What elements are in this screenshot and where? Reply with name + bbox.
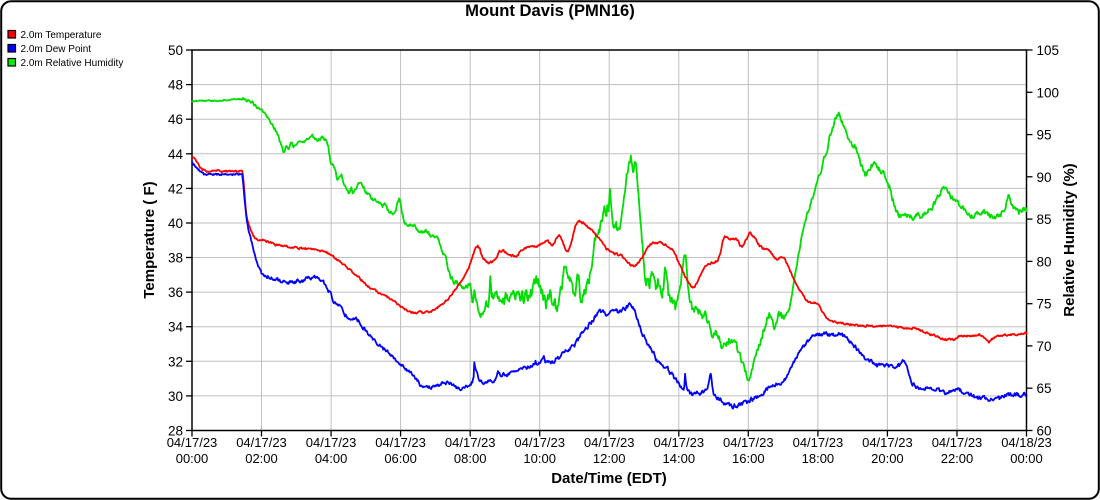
svg-text:20:00: 20:00 xyxy=(871,451,904,466)
svg-text:06:00: 06:00 xyxy=(384,451,417,466)
svg-text:Date/Time (EDT): Date/Time (EDT) xyxy=(551,470,667,487)
svg-text:30: 30 xyxy=(168,389,183,404)
svg-text:18:00: 18:00 xyxy=(802,451,835,466)
svg-text:08:00: 08:00 xyxy=(454,451,487,466)
svg-text:2.0m Temperature: 2.0m Temperature xyxy=(21,30,102,41)
svg-text:28: 28 xyxy=(168,424,183,439)
svg-text:2.0m Dew Point: 2.0m Dew Point xyxy=(21,44,92,55)
svg-text:70: 70 xyxy=(1037,339,1052,354)
svg-text:00:00: 00:00 xyxy=(1010,451,1043,466)
svg-text:04:00: 04:00 xyxy=(315,451,348,466)
svg-text:04/17/23: 04/17/23 xyxy=(793,435,844,450)
svg-text:04/17/23: 04/17/23 xyxy=(514,435,565,450)
svg-text:85: 85 xyxy=(1037,212,1052,227)
svg-text:04/17/23: 04/17/23 xyxy=(932,435,983,450)
svg-text:04/18/23: 04/18/23 xyxy=(1001,435,1052,450)
svg-text:50: 50 xyxy=(168,43,183,58)
svg-text:100: 100 xyxy=(1037,85,1060,100)
svg-text:10:00: 10:00 xyxy=(523,451,556,466)
svg-text:75: 75 xyxy=(1037,297,1052,312)
svg-text:04/17/23: 04/17/23 xyxy=(723,435,774,450)
svg-text:04/17/23: 04/17/23 xyxy=(167,435,218,450)
svg-text:48: 48 xyxy=(168,78,183,93)
svg-text:2.0m Relative Humidity: 2.0m Relative Humidity xyxy=(21,58,124,69)
svg-text:04/17/23: 04/17/23 xyxy=(584,435,635,450)
svg-text:00:00: 00:00 xyxy=(176,451,209,466)
svg-text:60: 60 xyxy=(1037,424,1052,439)
svg-text:04/17/23: 04/17/23 xyxy=(375,435,426,450)
svg-text:42: 42 xyxy=(168,181,183,196)
svg-text:90: 90 xyxy=(1037,170,1052,185)
svg-text:14:00: 14:00 xyxy=(663,451,696,466)
svg-text:04/17/23: 04/17/23 xyxy=(653,435,704,450)
svg-text:12:00: 12:00 xyxy=(593,451,626,466)
svg-text:40: 40 xyxy=(168,216,183,231)
svg-text:04/17/23: 04/17/23 xyxy=(306,435,357,450)
svg-text:16:00: 16:00 xyxy=(732,451,765,466)
svg-text:46: 46 xyxy=(168,112,183,127)
svg-text:02:00: 02:00 xyxy=(245,451,278,466)
svg-text:80: 80 xyxy=(1037,254,1052,269)
svg-text:04/17/23: 04/17/23 xyxy=(236,435,287,450)
svg-text:04/17/23: 04/17/23 xyxy=(862,435,913,450)
svg-text:105: 105 xyxy=(1037,43,1060,58)
svg-text:65: 65 xyxy=(1037,381,1052,396)
svg-text:Mount Davis (PMN16): Mount Davis (PMN16) xyxy=(465,1,635,20)
svg-text:44: 44 xyxy=(168,147,184,162)
svg-text:22:00: 22:00 xyxy=(941,451,974,466)
svg-text:38: 38 xyxy=(168,251,183,266)
svg-text:32: 32 xyxy=(168,354,183,369)
svg-text:Relative Humidity (%): Relative Humidity (%) xyxy=(1061,163,1078,316)
svg-text:34: 34 xyxy=(168,320,184,335)
svg-text:04/17/23: 04/17/23 xyxy=(445,435,496,450)
svg-text:36: 36 xyxy=(168,285,183,300)
svg-text:Temperature ( F): Temperature ( F) xyxy=(141,181,158,298)
svg-text:95: 95 xyxy=(1037,128,1052,143)
